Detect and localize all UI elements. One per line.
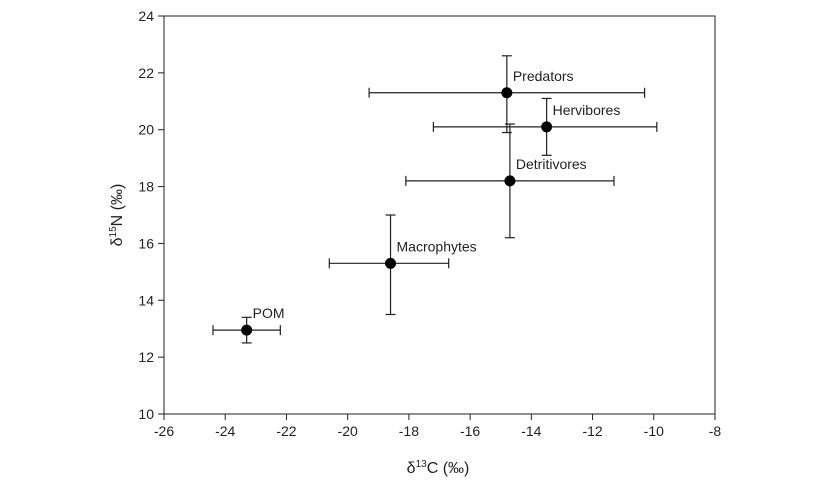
y-tick-label: 22	[138, 65, 154, 81]
data-point	[501, 87, 513, 99]
data-points	[241, 87, 553, 336]
point-label: Hervibores	[553, 102, 621, 118]
data-point	[241, 324, 253, 336]
x-tick-label: -26	[154, 423, 174, 439]
x-tick-label: -8	[709, 423, 722, 439]
y-tick-label: 12	[138, 349, 154, 365]
x-tick-label: -24	[215, 423, 235, 439]
y-tick-label: 24	[138, 8, 154, 24]
plot-frame	[163, 15, 716, 415]
point-labels: Predators Hervibores Detritivores Macrophyt…	[253, 68, 621, 321]
point-label: Macrophytes	[397, 238, 477, 254]
x-tick-label: -14	[521, 423, 541, 439]
y-tick-label: 20	[138, 122, 154, 138]
x-tick-label: -22	[276, 423, 296, 439]
error-bars	[212, 55, 658, 344]
x-tick-label: -18	[399, 423, 419, 439]
y-axis-label: δ15N (‰)	[108, 184, 126, 247]
y-tick-label: 18	[138, 179, 154, 195]
x-tick-label: -12	[582, 423, 602, 439]
data-point	[504, 175, 516, 187]
data-point	[541, 121, 553, 133]
y-tick-label: 10	[138, 406, 154, 422]
x-tick-label: -20	[338, 423, 358, 439]
axis-tick-labels: -26 -24 -22 -20 -18 -16 -14 -12 -10 -8 10 12 14 16 18 2…	[138, 8, 721, 439]
x-tick-label: -16	[460, 423, 480, 439]
y-tick-label: 14	[138, 292, 154, 308]
x-tick-label: -10	[644, 423, 664, 439]
data-point	[385, 257, 397, 269]
axis-ticks	[158, 15, 716, 420]
y-tick-label: 16	[138, 235, 154, 251]
point-label: Detritivores	[516, 156, 587, 172]
point-label: POM	[253, 305, 285, 321]
point-label: Predators	[513, 68, 574, 84]
x-axis-label: δ13C (‰)	[407, 459, 470, 477]
